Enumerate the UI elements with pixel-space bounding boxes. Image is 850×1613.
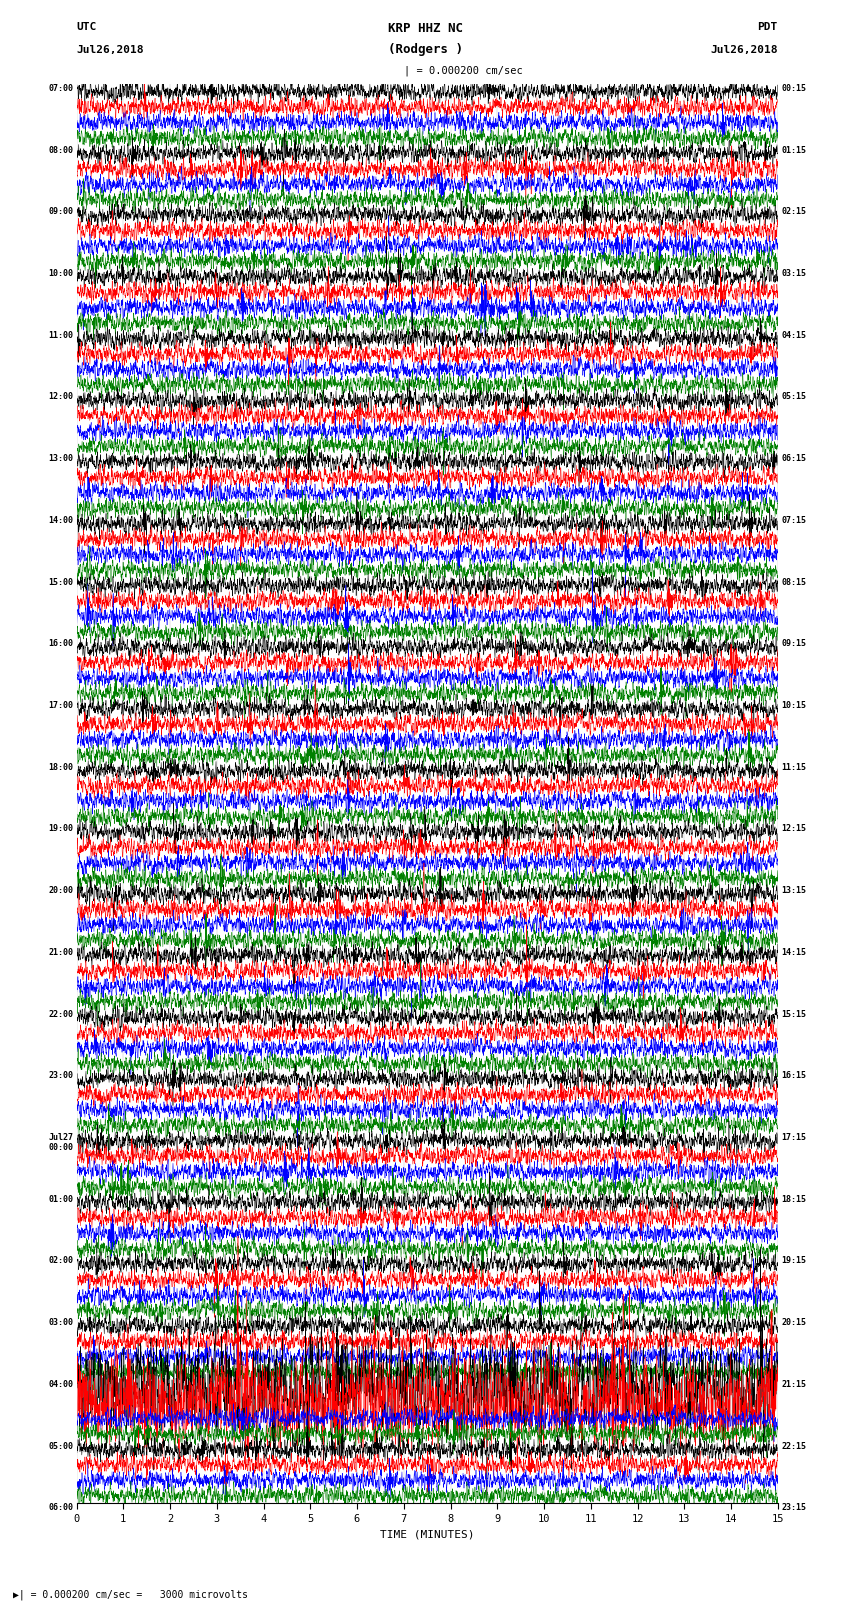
Text: 03:00: 03:00 — [48, 1318, 73, 1327]
Text: 00:15: 00:15 — [781, 84, 806, 94]
Text: 21:15: 21:15 — [781, 1379, 806, 1389]
Text: 13:15: 13:15 — [781, 886, 806, 895]
X-axis label: TIME (MINUTES): TIME (MINUTES) — [380, 1529, 474, 1539]
Text: 11:15: 11:15 — [781, 763, 806, 771]
Text: 19:00: 19:00 — [48, 824, 73, 834]
Text: 18:15: 18:15 — [781, 1195, 806, 1203]
Text: 20:15: 20:15 — [781, 1318, 806, 1327]
Text: 16:00: 16:00 — [48, 639, 73, 648]
Text: 01:15: 01:15 — [781, 145, 806, 155]
Text: 11:00: 11:00 — [48, 331, 73, 340]
Text: 17:15: 17:15 — [781, 1132, 806, 1142]
Text: 08:00: 08:00 — [48, 145, 73, 155]
Text: 21:00: 21:00 — [48, 948, 73, 957]
Text: 14:15: 14:15 — [781, 948, 806, 957]
Text: 04:00: 04:00 — [48, 1379, 73, 1389]
Text: Jul26,2018: Jul26,2018 — [76, 45, 144, 55]
Text: 13:00: 13:00 — [48, 455, 73, 463]
Text: 09:15: 09:15 — [781, 639, 806, 648]
Text: 01:00: 01:00 — [48, 1195, 73, 1203]
Text: 06:00: 06:00 — [48, 1503, 73, 1513]
Text: 05:00: 05:00 — [48, 1442, 73, 1450]
Text: 10:15: 10:15 — [781, 702, 806, 710]
Text: 15:15: 15:15 — [781, 1010, 806, 1018]
Text: 10:00: 10:00 — [48, 269, 73, 277]
Text: | = 0.000200 cm/sec: | = 0.000200 cm/sec — [404, 65, 523, 76]
Text: 14:00: 14:00 — [48, 516, 73, 524]
Text: 08:15: 08:15 — [781, 577, 806, 587]
Text: 20:00: 20:00 — [48, 886, 73, 895]
Text: 07:00: 07:00 — [48, 84, 73, 94]
Text: Jul27
00:00: Jul27 00:00 — [48, 1132, 73, 1152]
Text: KRP HHZ NC: KRP HHZ NC — [388, 23, 462, 35]
Text: 22:00: 22:00 — [48, 1010, 73, 1018]
Text: 02:15: 02:15 — [781, 208, 806, 216]
Text: PDT: PDT — [757, 23, 778, 32]
Text: 17:00: 17:00 — [48, 702, 73, 710]
Text: 18:00: 18:00 — [48, 763, 73, 771]
Text: 16:15: 16:15 — [781, 1071, 806, 1081]
Text: 12:15: 12:15 — [781, 824, 806, 834]
Text: 03:15: 03:15 — [781, 269, 806, 277]
Text: (Rodgers ): (Rodgers ) — [388, 44, 462, 56]
Text: 05:15: 05:15 — [781, 392, 806, 402]
Text: 09:00: 09:00 — [48, 208, 73, 216]
Text: UTC: UTC — [76, 23, 97, 32]
Text: 15:00: 15:00 — [48, 577, 73, 587]
Text: 02:00: 02:00 — [48, 1257, 73, 1266]
Text: 04:15: 04:15 — [781, 331, 806, 340]
Text: ▶| = 0.000200 cm/sec =   3000 microvolts: ▶| = 0.000200 cm/sec = 3000 microvolts — [13, 1589, 247, 1600]
Text: 06:15: 06:15 — [781, 455, 806, 463]
Text: 12:00: 12:00 — [48, 392, 73, 402]
Text: 23:00: 23:00 — [48, 1071, 73, 1081]
Text: 07:15: 07:15 — [781, 516, 806, 524]
Text: 22:15: 22:15 — [781, 1442, 806, 1450]
Text: Jul26,2018: Jul26,2018 — [711, 45, 778, 55]
Text: 23:15: 23:15 — [781, 1503, 806, 1513]
Text: 19:15: 19:15 — [781, 1257, 806, 1266]
